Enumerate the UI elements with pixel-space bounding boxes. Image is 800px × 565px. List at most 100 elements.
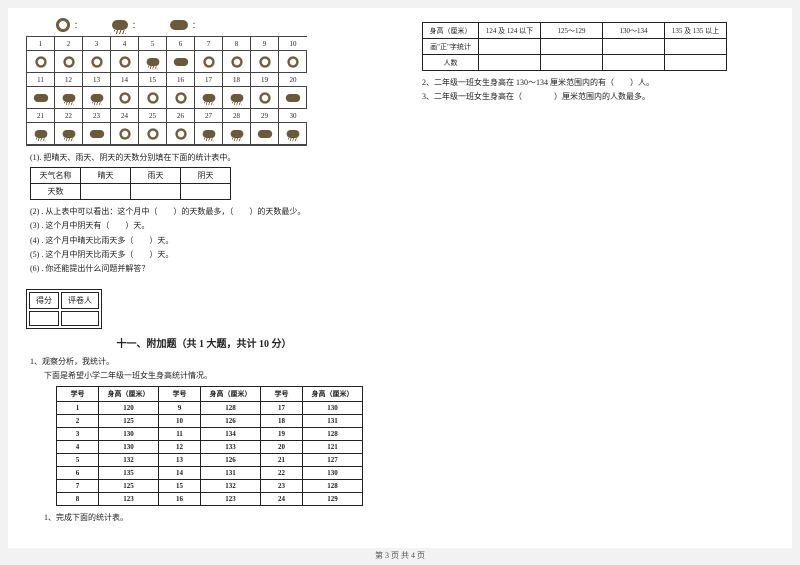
- col-height-header: 身高（厘米）: [303, 386, 363, 401]
- day-number: 21: [27, 109, 55, 123]
- rain-icon: [90, 94, 103, 102]
- rain-icon: [230, 94, 243, 102]
- col-id-header: 学号: [159, 386, 201, 401]
- weather-row-label: 天气名称: [31, 168, 81, 184]
- page: ： ： ： 1234567891011121314151617181920212…: [8, 8, 792, 548]
- blank-cell[interactable]: [479, 39, 541, 55]
- blank-cell[interactable]: [603, 55, 665, 71]
- section-11-title: 十一、附加题（共 1 大题，共计 10 分）: [26, 335, 382, 350]
- day-number: 5: [139, 37, 167, 51]
- student-height: 123: [99, 492, 159, 505]
- student-height: 125: [99, 479, 159, 492]
- day-weather: [195, 123, 223, 145]
- student-height: 130: [99, 440, 159, 453]
- blank-cell[interactable]: [665, 39, 727, 55]
- day-weather: [55, 51, 83, 73]
- sun-icon: [63, 56, 74, 67]
- day-number: 1: [27, 37, 55, 51]
- day-weather: [27, 123, 55, 145]
- day-number: 7: [195, 37, 223, 51]
- day-number: 10: [279, 37, 307, 51]
- blank-cell[interactable]: [131, 184, 181, 200]
- stat-h3: 130～134: [603, 23, 665, 39]
- question-4: (4) . 这个月中晴天比雨天多（ ）天。: [30, 235, 382, 246]
- day-number: 26: [167, 109, 195, 123]
- count-row-label: 天数: [31, 184, 81, 200]
- day-number: 27: [195, 109, 223, 123]
- sun-icon: [119, 92, 130, 103]
- day-number: 28: [223, 109, 251, 123]
- day-number: 6: [167, 37, 195, 51]
- day-weather: [195, 87, 223, 109]
- cloud-icon: [286, 94, 300, 102]
- day-weather: [111, 87, 139, 109]
- day-number: 22: [55, 109, 83, 123]
- day-weather: [223, 51, 251, 73]
- day-number: 17: [195, 73, 223, 87]
- left-column: ： ： ： 1234567891011121314151617181920212…: [8, 8, 400, 548]
- student-height: 123: [201, 492, 261, 505]
- rain-icon: [202, 94, 215, 102]
- day-number: 14: [111, 73, 139, 87]
- student-height: 126: [201, 414, 261, 427]
- stat-h4: 135 及 135 以上: [665, 23, 727, 39]
- rain-icon: [62, 130, 75, 138]
- student-height: 130: [303, 401, 363, 414]
- student-height: 132: [99, 453, 159, 466]
- col-cloudy: 阴天: [181, 168, 231, 184]
- rain-icon: [62, 94, 75, 102]
- day-weather: [139, 123, 167, 145]
- student-id: 11: [159, 427, 201, 440]
- student-height: 129: [303, 492, 363, 505]
- page-footer: 第 3 页 共 4 页: [0, 550, 800, 561]
- problem-1c: 1、完成下面的统计表。: [44, 512, 382, 523]
- col-height-header: 身高（厘米）: [99, 386, 159, 401]
- blank-cell[interactable]: [665, 55, 727, 71]
- day-weather: [55, 87, 83, 109]
- student-id: 8: [57, 492, 99, 505]
- day-weather: [111, 123, 139, 145]
- rain-icon: [230, 130, 243, 138]
- day-weather: [251, 87, 279, 109]
- student-id: 17: [261, 401, 303, 414]
- blank-cell[interactable]: [603, 39, 665, 55]
- blank-cell[interactable]: [541, 39, 603, 55]
- day-weather: [223, 123, 251, 145]
- student-id: 12: [159, 440, 201, 453]
- cloud-icon: [89, 130, 103, 138]
- day-weather: [167, 51, 195, 73]
- col-height-header: 身高（厘米）: [201, 386, 261, 401]
- student-height: 120: [99, 401, 159, 414]
- student-height: 135: [99, 466, 159, 479]
- day-weather: [167, 123, 195, 145]
- day-number: 9: [251, 37, 279, 51]
- blank-cell[interactable]: [81, 184, 131, 200]
- day-number: 23: [83, 109, 111, 123]
- rain-icon: [112, 20, 128, 30]
- col-id-header: 学号: [57, 386, 99, 401]
- height-stat-table: 身高（厘米） 124 及 124 以下 125～129 130～134 135 …: [422, 22, 727, 71]
- student-id: 24: [261, 492, 303, 505]
- blank-cell[interactable]: [541, 55, 603, 71]
- student-height: 128: [303, 479, 363, 492]
- day-weather: [251, 123, 279, 145]
- blank-cell[interactable]: [181, 184, 231, 200]
- day-weather: [111, 51, 139, 73]
- student-id: 3: [57, 427, 99, 440]
- blank-cell[interactable]: [29, 311, 59, 326]
- day-number: 18: [223, 73, 251, 87]
- student-id: 21: [261, 453, 303, 466]
- day-weather: [27, 87, 55, 109]
- sun-icon: [119, 56, 130, 67]
- legend-rain: ：: [132, 20, 140, 31]
- sun-icon: [175, 92, 186, 103]
- question-3: (3) . 这个月中阴天有（ ）天。: [30, 220, 382, 231]
- day-weather: [279, 51, 307, 73]
- blank-cell[interactable]: [479, 55, 541, 71]
- student-height: 128: [201, 401, 261, 414]
- day-weather: [27, 51, 55, 73]
- stat-tally-label: 画"正"字统计: [423, 39, 479, 55]
- blank-cell[interactable]: [61, 311, 99, 326]
- day-weather: [83, 51, 111, 73]
- student-id: 10: [159, 414, 201, 427]
